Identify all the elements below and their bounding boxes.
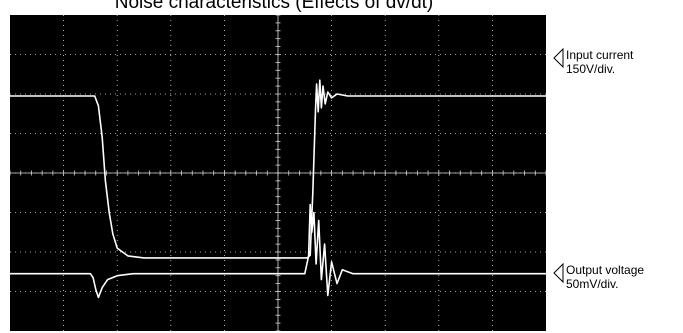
series-name: Input current <box>566 48 634 62</box>
trace-series-1 <box>10 79 546 259</box>
marker-arrow-icon <box>553 48 564 68</box>
marker-arrow-icon <box>553 263 564 283</box>
oscilloscope-screen <box>10 15 546 331</box>
series-scale: 150V/div. <box>566 62 616 76</box>
trace-series-2 <box>10 203 546 299</box>
series-scale: 50mV/div. <box>566 277 619 291</box>
series-name: Output voltage <box>566 263 645 277</box>
chart-title: Noise characteristics (Effects of dv/dt) <box>114 0 434 13</box>
